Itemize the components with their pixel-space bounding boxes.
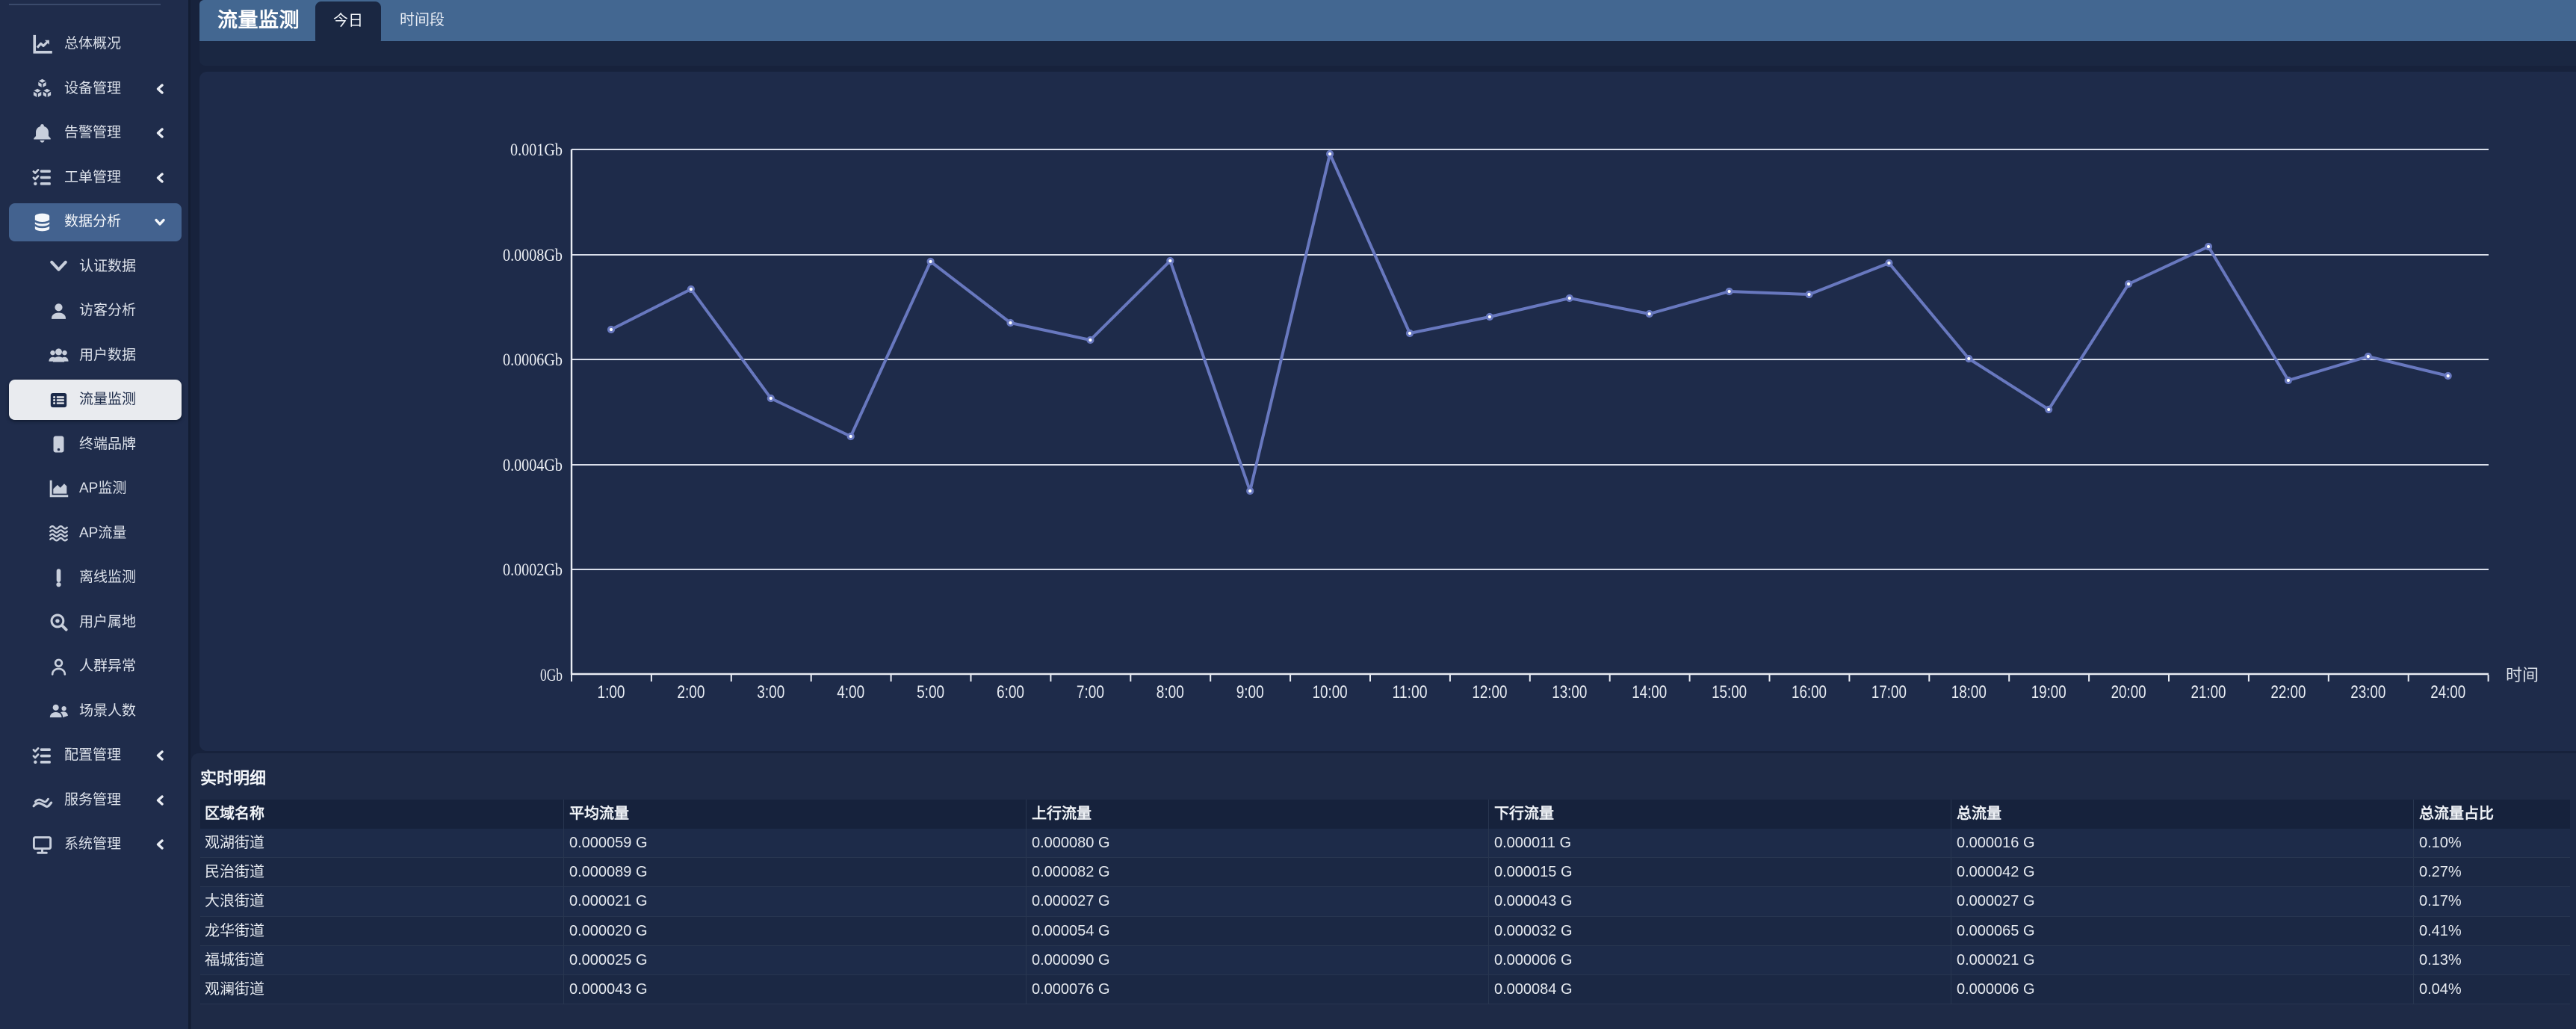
- svg-text:4:00: 4:00: [837, 682, 864, 702]
- svg-text:21:00: 21:00: [2191, 682, 2226, 702]
- svg-text:7:00: 7:00: [1077, 682, 1104, 702]
- svg-text:8:00: 8:00: [1157, 682, 1184, 702]
- svg-text:23:00: 23:00: [2350, 682, 2385, 702]
- svg-text:19:00: 19:00: [2031, 682, 2066, 702]
- svg-text:0.0008Gb: 0.0008Gb: [503, 246, 563, 265]
- svg-text:24:00: 24:00: [2430, 682, 2465, 702]
- svg-text:6:00: 6:00: [997, 682, 1024, 702]
- svg-text:12:00: 12:00: [1472, 682, 1507, 702]
- svg-text:18:00: 18:00: [1951, 682, 1987, 702]
- svg-text:15:00: 15:00: [1712, 682, 1747, 702]
- svg-text:1:00: 1:00: [598, 682, 625, 702]
- svg-text:0.001Gb: 0.001Gb: [510, 140, 563, 159]
- svg-text:时间: 时间: [2506, 666, 2539, 685]
- svg-text:2:00: 2:00: [677, 682, 705, 702]
- svg-text:5:00: 5:00: [917, 682, 944, 702]
- svg-text:14:00: 14:00: [1632, 682, 1667, 702]
- svg-text:22:00: 22:00: [2270, 682, 2306, 702]
- svg-text:16:00: 16:00: [1792, 682, 1827, 702]
- svg-text:0Gb: 0Gb: [540, 666, 563, 685]
- svg-text:17:00: 17:00: [1871, 682, 1907, 702]
- svg-text:0.0002Gb: 0.0002Gb: [503, 560, 563, 579]
- svg-text:11:00: 11:00: [1393, 682, 1428, 702]
- svg-text:13:00: 13:00: [1552, 682, 1587, 702]
- svg-text:0.0004Gb: 0.0004Gb: [503, 456, 563, 475]
- svg-text:0.0006Gb: 0.0006Gb: [503, 350, 563, 369]
- svg-text:20:00: 20:00: [2111, 682, 2146, 702]
- svg-text:9:00: 9:00: [1236, 682, 1264, 702]
- svg-text:3:00: 3:00: [757, 682, 784, 702]
- svg-text:10:00: 10:00: [1313, 682, 1348, 702]
